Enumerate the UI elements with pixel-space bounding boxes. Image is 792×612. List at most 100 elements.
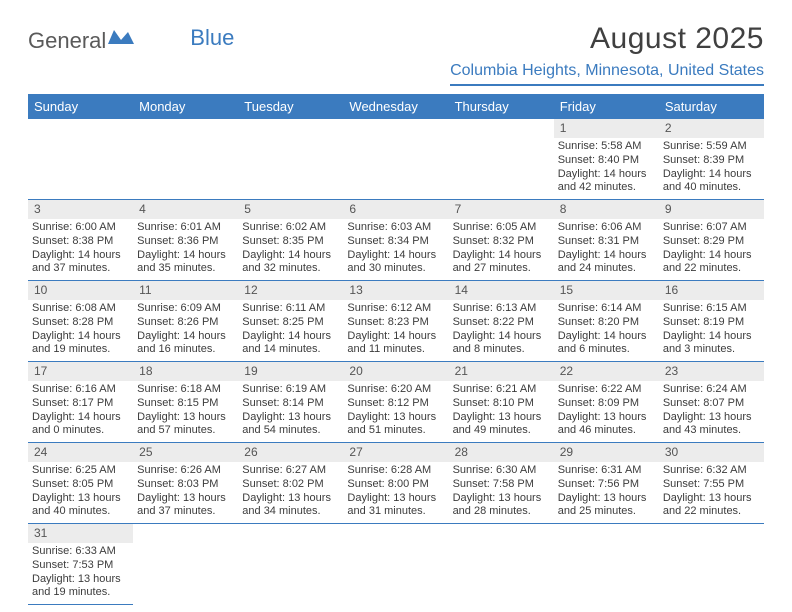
day-number: 26: [238, 443, 343, 462]
sunset-text: Sunset: 8:14 PM: [242, 397, 339, 411]
day1-text: Daylight: 13 hours: [137, 411, 234, 425]
sunrise-text: Sunrise: 6:11 AM: [242, 302, 339, 316]
header: General Blue August 2025 Columbia Height…: [28, 22, 764, 86]
sunset-text: Sunset: 8:28 PM: [32, 316, 129, 330]
day-data: Sunrise: 6:28 AMSunset: 8:00 PMDaylight:…: [343, 462, 448, 523]
calendar-cell: 21Sunrise: 6:21 AMSunset: 8:10 PMDayligh…: [449, 362, 554, 442]
day-data: Sunrise: 6:11 AMSunset: 8:25 PMDaylight:…: [238, 300, 343, 361]
day2-text: and 16 minutes.: [137, 343, 234, 357]
logo: General Blue: [28, 22, 234, 54]
calendar-cell: 24Sunrise: 6:25 AMSunset: 8:05 PMDayligh…: [28, 443, 133, 523]
day1-text: Daylight: 14 hours: [242, 330, 339, 344]
week-row: 17Sunrise: 6:16 AMSunset: 8:17 PMDayligh…: [28, 362, 764, 443]
day-data: Sunrise: 6:01 AMSunset: 8:36 PMDaylight:…: [133, 219, 238, 280]
day2-text: and 32 minutes.: [242, 262, 339, 276]
day1-text: Daylight: 13 hours: [453, 492, 550, 506]
day1-text: Daylight: 14 hours: [32, 330, 129, 344]
day2-text: and 35 minutes.: [137, 262, 234, 276]
sunrise-text: Sunrise: 6:02 AM: [242, 221, 339, 235]
day2-text: and 0 minutes.: [32, 424, 129, 438]
sunrise-text: Sunrise: 6:13 AM: [453, 302, 550, 316]
calendar-cell: 5Sunrise: 6:02 AMSunset: 8:35 PMDaylight…: [238, 200, 343, 280]
day-number: 7: [449, 200, 554, 219]
sunrise-text: Sunrise: 6:00 AM: [32, 221, 129, 235]
calendar-cell: 25Sunrise: 6:26 AMSunset: 8:03 PMDayligh…: [133, 443, 238, 523]
sunrise-text: Sunrise: 6:21 AM: [453, 383, 550, 397]
sunset-text: Sunset: 8:26 PM: [137, 316, 234, 330]
day1-text: Daylight: 13 hours: [558, 492, 655, 506]
calendar-cell: 26Sunrise: 6:27 AMSunset: 8:02 PMDayligh…: [238, 443, 343, 523]
sunset-text: Sunset: 8:38 PM: [32, 235, 129, 249]
day-data: Sunrise: 6:13 AMSunset: 8:22 PMDaylight:…: [449, 300, 554, 361]
calendar: SundayMondayTuesdayWednesdayThursdayFrid…: [28, 94, 764, 605]
day-number: 16: [659, 281, 764, 300]
sunrise-text: Sunrise: 6:27 AM: [242, 464, 339, 478]
day-data: Sunrise: 6:02 AMSunset: 8:35 PMDaylight:…: [238, 219, 343, 280]
sunrise-text: Sunrise: 6:25 AM: [32, 464, 129, 478]
day1-text: Daylight: 14 hours: [453, 330, 550, 344]
sunrise-text: Sunrise: 6:01 AM: [137, 221, 234, 235]
day-data: Sunrise: 6:20 AMSunset: 8:12 PMDaylight:…: [343, 381, 448, 442]
calendar-cell: 17Sunrise: 6:16 AMSunset: 8:17 PMDayligh…: [28, 362, 133, 442]
day-data: Sunrise: 6:25 AMSunset: 8:05 PMDaylight:…: [28, 462, 133, 523]
day2-text: and 22 minutes.: [663, 505, 760, 519]
day-number: 20: [343, 362, 448, 381]
sunrise-text: Sunrise: 6:07 AM: [663, 221, 760, 235]
day-number: 27: [343, 443, 448, 462]
day-data: Sunrise: 6:15 AMSunset: 8:19 PMDaylight:…: [659, 300, 764, 361]
sunset-text: Sunset: 8:31 PM: [558, 235, 655, 249]
day-number: 8: [554, 200, 659, 219]
calendar-cell: 6Sunrise: 6:03 AMSunset: 8:34 PMDaylight…: [343, 200, 448, 280]
week-row: 31Sunrise: 6:33 AMSunset: 7:53 PMDayligh…: [28, 524, 764, 605]
day1-text: Daylight: 14 hours: [558, 330, 655, 344]
day1-text: Daylight: 13 hours: [453, 411, 550, 425]
day2-text: and 42 minutes.: [558, 181, 655, 195]
calendar-cell: 1Sunrise: 5:58 AMSunset: 8:40 PMDaylight…: [554, 119, 659, 199]
sunset-text: Sunset: 8:15 PM: [137, 397, 234, 411]
sunrise-text: Sunrise: 6:05 AM: [453, 221, 550, 235]
sunrise-text: Sunrise: 6:31 AM: [558, 464, 655, 478]
sunset-text: Sunset: 8:19 PM: [663, 316, 760, 330]
calendar-cell: [238, 119, 343, 199]
sunrise-text: Sunrise: 6:14 AM: [558, 302, 655, 316]
day-data: Sunrise: 6:12 AMSunset: 8:23 PMDaylight:…: [343, 300, 448, 361]
calendar-cell: 7Sunrise: 6:05 AMSunset: 8:32 PMDaylight…: [449, 200, 554, 280]
day-number: 29: [554, 443, 659, 462]
calendar-cell: 29Sunrise: 6:31 AMSunset: 7:56 PMDayligh…: [554, 443, 659, 523]
calendar-cell: 19Sunrise: 6:19 AMSunset: 8:14 PMDayligh…: [238, 362, 343, 442]
day2-text: and 14 minutes.: [242, 343, 339, 357]
day-data: Sunrise: 6:27 AMSunset: 8:02 PMDaylight:…: [238, 462, 343, 523]
day-header-row: SundayMondayTuesdayWednesdayThursdayFrid…: [28, 94, 764, 119]
sunset-text: Sunset: 8:34 PM: [347, 235, 444, 249]
day2-text: and 46 minutes.: [558, 424, 655, 438]
sunrise-text: Sunrise: 6:12 AM: [347, 302, 444, 316]
day-data: Sunrise: 6:18 AMSunset: 8:15 PMDaylight:…: [133, 381, 238, 442]
day1-text: Daylight: 14 hours: [663, 168, 760, 182]
sunrise-text: Sunrise: 6:09 AM: [137, 302, 234, 316]
sunset-text: Sunset: 8:36 PM: [137, 235, 234, 249]
calendar-cell: 4Sunrise: 6:01 AMSunset: 8:36 PMDaylight…: [133, 200, 238, 280]
title-block: August 2025 Columbia Heights, Minnesota,…: [450, 22, 764, 86]
day-header: Wednesday: [343, 94, 448, 119]
day1-text: Daylight: 13 hours: [663, 411, 760, 425]
day-number: 30: [659, 443, 764, 462]
day-data: Sunrise: 6:09 AMSunset: 8:26 PMDaylight:…: [133, 300, 238, 361]
logo-text-1: General: [28, 28, 106, 54]
sunset-text: Sunset: 8:23 PM: [347, 316, 444, 330]
sunrise-text: Sunrise: 6:24 AM: [663, 383, 760, 397]
day-header: Friday: [554, 94, 659, 119]
page-title: August 2025: [450, 22, 764, 56]
day-data: Sunrise: 6:33 AMSunset: 7:53 PMDaylight:…: [28, 543, 133, 604]
sunset-text: Sunset: 8:32 PM: [453, 235, 550, 249]
sunrise-text: Sunrise: 6:26 AM: [137, 464, 234, 478]
sunset-text: Sunset: 8:40 PM: [558, 154, 655, 168]
calendar-cell: [238, 524, 343, 605]
calendar-cell: 3Sunrise: 6:00 AMSunset: 8:38 PMDaylight…: [28, 200, 133, 280]
sunset-text: Sunset: 8:17 PM: [32, 397, 129, 411]
sunrise-text: Sunrise: 6:32 AM: [663, 464, 760, 478]
calendar-cell: 12Sunrise: 6:11 AMSunset: 8:25 PMDayligh…: [238, 281, 343, 361]
calendar-cell: 2Sunrise: 5:59 AMSunset: 8:39 PMDaylight…: [659, 119, 764, 199]
day-data: Sunrise: 6:06 AMSunset: 8:31 PMDaylight:…: [554, 219, 659, 280]
day2-text: and 25 minutes.: [558, 505, 655, 519]
sunrise-text: Sunrise: 6:20 AM: [347, 383, 444, 397]
